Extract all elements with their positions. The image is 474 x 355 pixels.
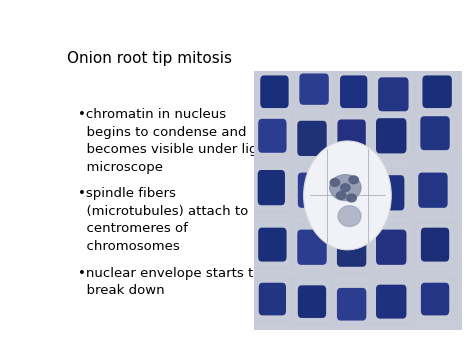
FancyBboxPatch shape <box>293 115 331 162</box>
FancyBboxPatch shape <box>254 277 291 321</box>
FancyBboxPatch shape <box>332 114 372 158</box>
Ellipse shape <box>337 191 346 199</box>
FancyBboxPatch shape <box>297 121 327 156</box>
FancyBboxPatch shape <box>374 175 404 211</box>
FancyBboxPatch shape <box>413 165 453 215</box>
FancyBboxPatch shape <box>260 75 289 108</box>
FancyBboxPatch shape <box>420 116 450 150</box>
FancyBboxPatch shape <box>378 77 409 111</box>
FancyBboxPatch shape <box>415 278 455 320</box>
Ellipse shape <box>347 194 356 202</box>
FancyBboxPatch shape <box>376 230 407 265</box>
FancyBboxPatch shape <box>259 283 286 315</box>
FancyBboxPatch shape <box>370 224 412 271</box>
FancyBboxPatch shape <box>298 285 326 318</box>
Text: •chromatin in nucleus
  begins to condense and
  becomes visible under light
  m: •chromatin in nucleus begins to condense… <box>78 108 271 174</box>
FancyBboxPatch shape <box>376 118 407 153</box>
FancyBboxPatch shape <box>332 226 372 273</box>
FancyBboxPatch shape <box>298 173 326 208</box>
FancyBboxPatch shape <box>292 224 332 271</box>
FancyBboxPatch shape <box>415 72 459 111</box>
FancyBboxPatch shape <box>414 113 456 154</box>
FancyBboxPatch shape <box>300 73 329 105</box>
FancyBboxPatch shape <box>297 230 327 265</box>
FancyBboxPatch shape <box>255 72 293 111</box>
FancyBboxPatch shape <box>337 233 366 267</box>
FancyBboxPatch shape <box>253 114 292 158</box>
FancyBboxPatch shape <box>376 285 407 319</box>
FancyBboxPatch shape <box>253 163 290 212</box>
Ellipse shape <box>338 206 361 226</box>
Ellipse shape <box>341 184 350 191</box>
FancyBboxPatch shape <box>292 280 332 324</box>
FancyBboxPatch shape <box>258 228 287 262</box>
Text: •spindle fibers
  (microtubules) attach to
  centromeres of
  chromosomes: •spindle fibers (microtubules) attach to… <box>78 187 248 253</box>
FancyBboxPatch shape <box>292 164 332 216</box>
FancyBboxPatch shape <box>418 173 447 208</box>
FancyBboxPatch shape <box>258 170 285 205</box>
FancyBboxPatch shape <box>373 73 414 115</box>
FancyBboxPatch shape <box>254 221 291 268</box>
FancyBboxPatch shape <box>370 114 412 158</box>
FancyBboxPatch shape <box>370 280 412 324</box>
Ellipse shape <box>330 175 361 201</box>
Circle shape <box>304 141 391 250</box>
FancyBboxPatch shape <box>340 75 367 108</box>
FancyBboxPatch shape <box>337 120 366 152</box>
FancyBboxPatch shape <box>336 72 372 111</box>
Text: Prophase: Prophase <box>293 78 376 96</box>
FancyBboxPatch shape <box>415 223 455 267</box>
Ellipse shape <box>349 176 358 184</box>
FancyBboxPatch shape <box>421 228 449 262</box>
FancyBboxPatch shape <box>258 119 287 153</box>
Text: •nuclear envelope starts to
  break down: •nuclear envelope starts to break down <box>78 267 261 297</box>
Ellipse shape <box>330 179 339 186</box>
FancyBboxPatch shape <box>421 283 449 315</box>
FancyBboxPatch shape <box>294 71 334 107</box>
FancyBboxPatch shape <box>368 168 410 217</box>
FancyBboxPatch shape <box>332 284 372 325</box>
Text: Onion root tip mitosis: Onion root tip mitosis <box>66 51 232 66</box>
FancyBboxPatch shape <box>337 288 366 321</box>
FancyBboxPatch shape <box>422 75 452 108</box>
